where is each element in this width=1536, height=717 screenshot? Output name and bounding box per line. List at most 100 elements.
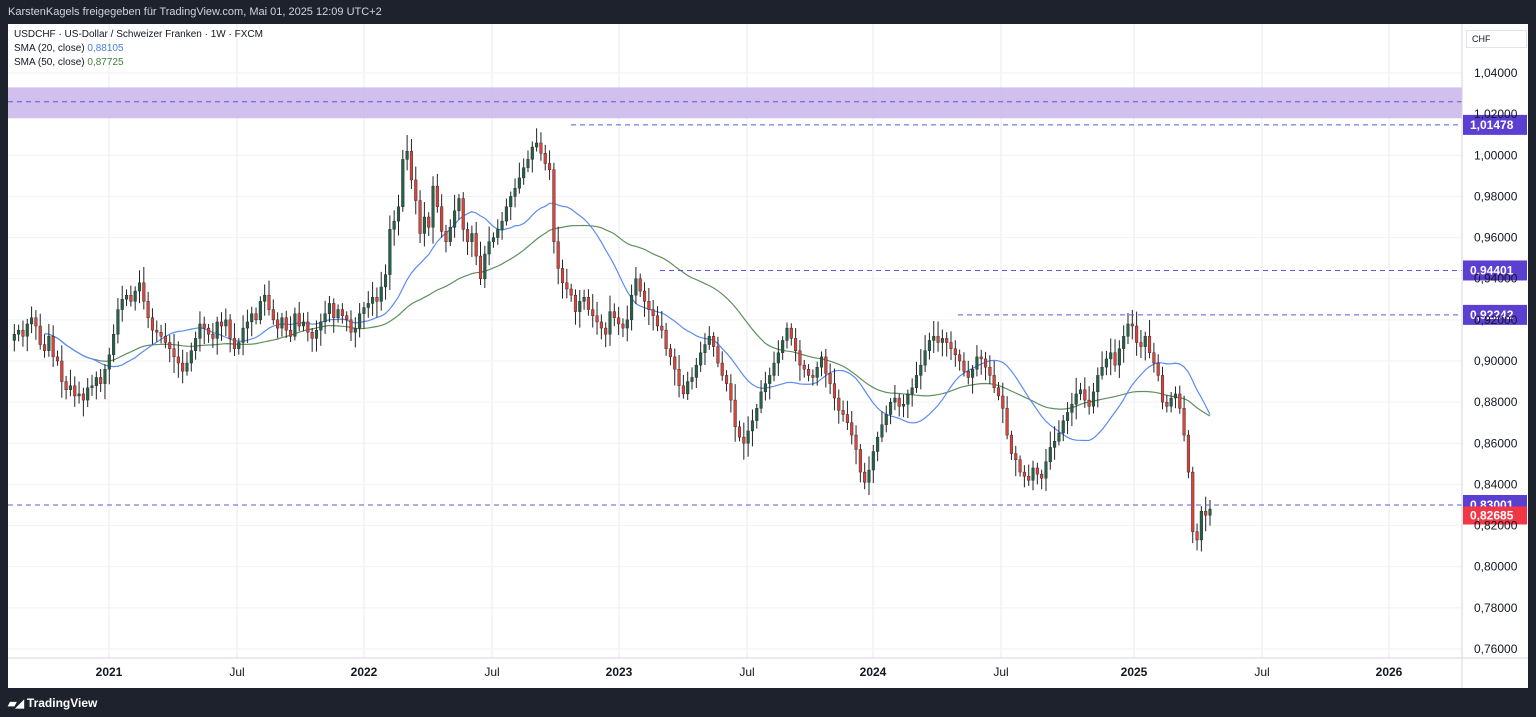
- candle: [1031, 460, 1035, 491]
- candle-body: [1091, 391, 1095, 407]
- candle: [815, 361, 819, 386]
- candle-body: [301, 321, 306, 327]
- candle-body: [548, 163, 552, 170]
- candle-body: [1027, 476, 1031, 481]
- candle: [237, 338, 241, 355]
- candle-body: [681, 385, 685, 395]
- candle: [927, 332, 931, 360]
- candle-body: [12, 334, 16, 341]
- candle-body: [772, 362, 776, 376]
- candle-body: [543, 153, 547, 164]
- candle: [466, 222, 470, 255]
- candle-body: [1195, 531, 1199, 541]
- candle: [677, 355, 681, 398]
- candle: [1126, 312, 1130, 345]
- candle-body: [573, 294, 578, 312]
- candle: [306, 311, 310, 342]
- axes: 2021 Jul 2022 Jul 2023 Jul 2024 Jul 2025 Jul 2026 1…: [8, 24, 1528, 688]
- candle: [984, 351, 988, 381]
- y-tick-label: 0,82000: [1474, 519, 1518, 533]
- candle-body: [392, 220, 396, 230]
- candle-body: [120, 299, 124, 310]
- candle: [340, 303, 344, 324]
- candle: [694, 358, 698, 389]
- candle-body: [241, 327, 245, 343]
- candle-body: [522, 167, 526, 179]
- candle: [1178, 385, 1182, 414]
- candle: [224, 308, 228, 336]
- candle: [116, 298, 120, 344]
- candle-body: [47, 336, 51, 351]
- candle: [1044, 448, 1048, 491]
- candle: [906, 389, 910, 419]
- candle: [1113, 339, 1117, 372]
- candle-body: [586, 297, 590, 310]
- candle: [1018, 455, 1022, 477]
- candle: [1208, 500, 1212, 526]
- y-tick-label: 0,90000: [1474, 354, 1518, 368]
- candle: [504, 198, 508, 226]
- sma50-value: 0,87725: [87, 57, 124, 68]
- candle: [1100, 351, 1104, 380]
- candle: [535, 128, 539, 152]
- candle-body: [163, 336, 167, 343]
- chart-panel[interactable]: [8, 24, 1528, 688]
- candle-body: [664, 329, 668, 349]
- candle-body: [984, 358, 988, 368]
- candle-body: [599, 321, 603, 329]
- candle: [30, 306, 34, 334]
- candle: [647, 287, 651, 326]
- candle: [1014, 445, 1018, 477]
- candle-body: [215, 321, 219, 339]
- candle-body: [539, 142, 543, 154]
- candle-body: [1191, 471, 1195, 532]
- y-tick-label: 1,02000: [1474, 107, 1518, 121]
- candle-body: [453, 210, 457, 228]
- candle-body: [90, 385, 94, 388]
- candle-body: [349, 319, 353, 333]
- candle-body: [448, 227, 452, 242]
- candle: [172, 333, 176, 373]
- candle: [789, 323, 793, 346]
- x-tick-label: Jul: [993, 665, 1008, 679]
- candle-body: [776, 352, 780, 364]
- candle-body: [759, 391, 763, 409]
- candle-body: [867, 469, 871, 483]
- candle-body: [1169, 397, 1173, 407]
- currency-selector[interactable]: CHF: [1466, 30, 1527, 48]
- y-tick-label: 0,80000: [1474, 560, 1518, 574]
- candle-body: [1122, 336, 1126, 349]
- candle: [668, 343, 672, 366]
- candle-body: [927, 340, 931, 351]
- candle-body: [880, 424, 884, 438]
- candle: [759, 380, 763, 414]
- candle: [81, 387, 85, 417]
- candle: [47, 323, 51, 357]
- bottom-bar: ▰◢ TradingView: [0, 688, 1536, 717]
- candle: [142, 266, 146, 310]
- brand-label: TradingView: [26, 696, 98, 710]
- candle: [509, 191, 513, 220]
- level-label-bg: [1463, 114, 1527, 135]
- candle-body: [474, 233, 478, 257]
- candle: [500, 212, 504, 240]
- candle: [1199, 506, 1203, 552]
- candle: [129, 285, 133, 307]
- candle: [638, 273, 642, 297]
- candle: [345, 311, 349, 332]
- candle: [366, 291, 370, 318]
- candle-body: [1022, 471, 1026, 477]
- candle: [1186, 430, 1190, 479]
- candle-body: [690, 377, 694, 382]
- candle-body: [608, 311, 612, 335]
- candle: [491, 232, 495, 248]
- candle-body: [824, 356, 828, 374]
- candle-body: [332, 303, 336, 318]
- current-price-bg: [1463, 506, 1527, 525]
- candle: [461, 192, 465, 242]
- candle-body: [694, 364, 698, 378]
- candle-body: [996, 387, 1001, 397]
- candle: [841, 400, 845, 422]
- candle: [863, 462, 867, 490]
